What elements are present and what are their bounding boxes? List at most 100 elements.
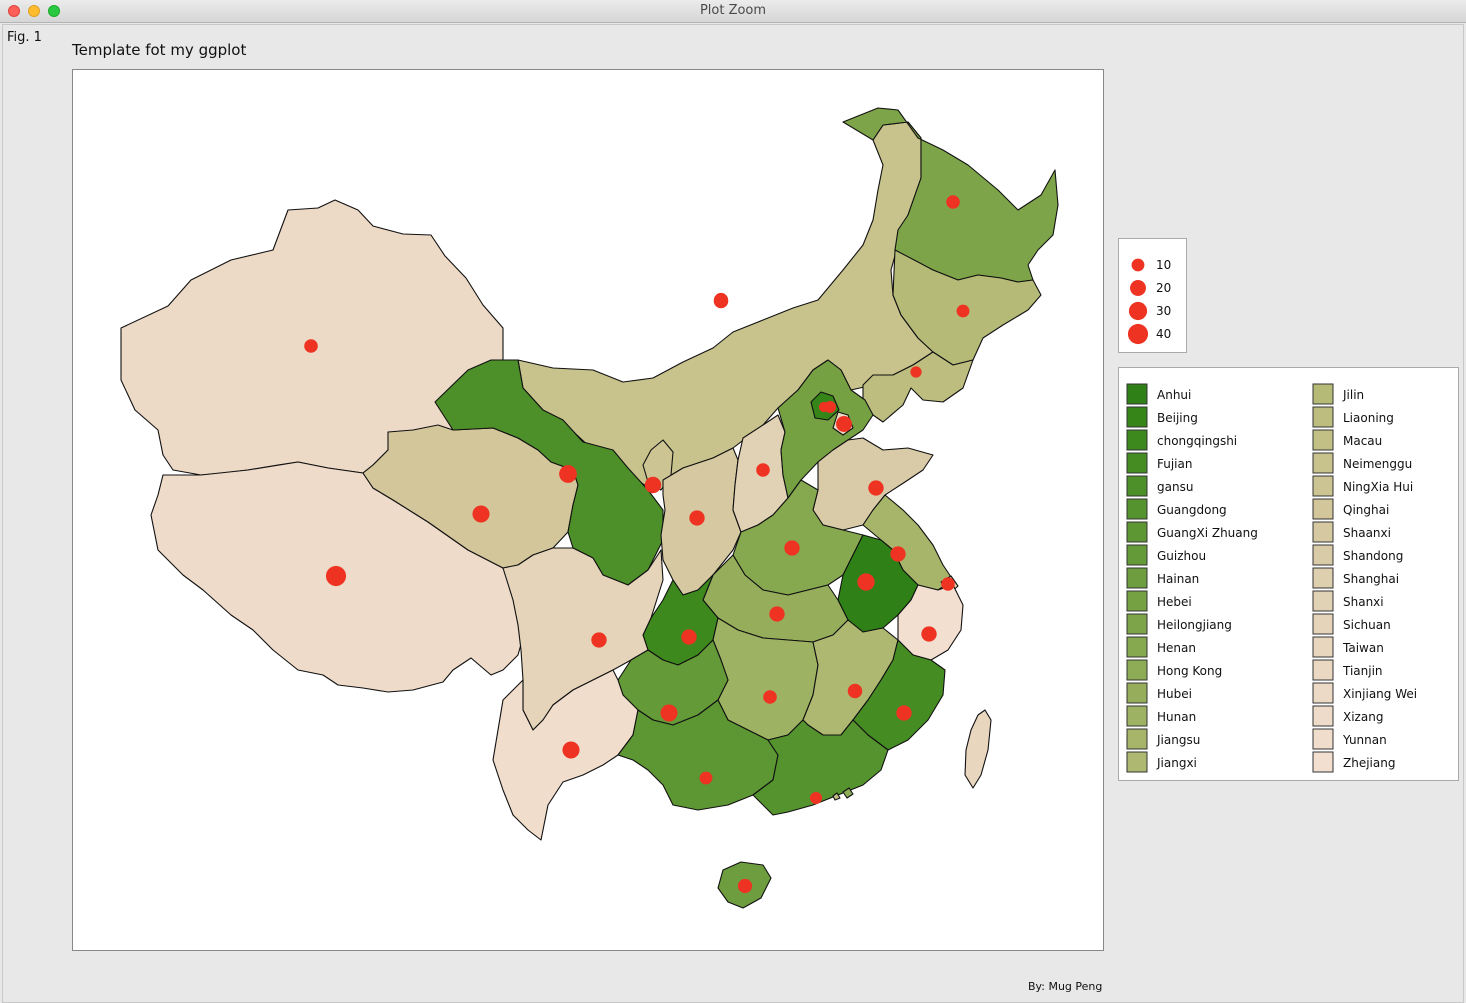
fill-legend-label-xizang: Xizang [1343,710,1383,724]
point-guangxi-zhuang [699,771,713,785]
fill-legend-key-guangxi-zhuang [1126,521,1148,543]
size-legend-key-30 [1128,301,1148,321]
province-taiwan [964,709,992,789]
fill-legend-key-guizhou [1126,544,1148,566]
point-zhejiang [921,626,937,642]
province-liaoning [862,351,974,423]
fill-legend-key-xinjiang-wei [1312,682,1334,704]
fill-legend-label-jiangsu: Jiangsu [1156,733,1200,747]
fill-legend-label-hunan: Hunan [1157,710,1196,724]
point-gansu [559,465,577,483]
fill-legend-key-shanghai [1312,567,1334,589]
size-legend-label-40: 40 [1156,327,1171,341]
fill-legend-label-hainan: Hainan [1157,572,1199,586]
fill-legend-key-hong-kong [1126,659,1148,681]
fill-legend-label-sichuan: Sichuan [1343,618,1391,632]
point-hunan [763,690,777,704]
province-layer [120,107,1059,909]
figure-tag: Fig. 1 [7,30,42,45]
point-guangdong [809,791,823,805]
size-legend-label-30: 30 [1156,304,1171,318]
fill-legend-label-shanxi: Shanxi [1343,595,1384,609]
fill-legend-label-chongqingshi: chongqingshi [1157,434,1237,448]
fill-legend-key-hubei [1126,682,1148,704]
size-legend-label-20: 20 [1156,281,1171,295]
fill-legend-key-heilongjiang [1126,613,1148,635]
fill-legend-key-tianjin [1312,659,1334,681]
fill-legend-key-guangdong [1126,498,1148,520]
fill-legend-key-macau [1312,429,1334,451]
fill-legend-label-macau: Macau [1343,434,1382,448]
fill-legend-key-taiwan [1312,636,1334,658]
point-shanxi [756,463,770,477]
fill-legend-key-shandong [1312,544,1334,566]
fill-legend-key-chongqingshi [1126,429,1148,451]
size-legend: 10 20 30 40 [1118,238,1187,353]
point-unlinked [713,292,729,308]
point-henan [784,540,800,556]
fill-legend-label-hong-kong: Hong Kong [1157,664,1222,678]
point-tianjin [836,416,852,432]
point-liaoning [910,366,922,378]
fill-legend-key-jiangsu [1126,728,1148,750]
fill-legend-label-guizhou: Guizhou [1157,549,1206,563]
fill-legend-key-zhejiang [1312,751,1334,773]
fill-legend-label-heilongjiang: Heilongjiang [1157,618,1232,632]
point-shanghai [941,577,955,591]
fill-legend-label-hubei: Hubei [1157,687,1192,701]
fill-legend-label-jilin: Jilin [1342,388,1364,402]
point-yunnan [562,741,580,759]
fill-legend-graphic: Anhui Beijing chongqingshi Fujian gansu Guang… [1126,383,1417,773]
point-layer [304,195,970,894]
province-guangdong [752,719,889,816]
minimize-button[interactable] [28,5,40,17]
fill-legend-label-yunnan: Yunnan [1342,733,1387,747]
province-macau [832,792,841,801]
fill-legend-label-guangdong: Guangdong [1157,503,1227,517]
fill-legend-label-xinjiang-wei: Xinjiang Wei [1343,687,1417,701]
point-beijing [818,401,830,413]
fill-legend-key-yunnan [1312,728,1334,750]
fill-legend-label-taiwan: Taiwan [1342,641,1384,655]
size-legend-key-20 [1130,280,1146,296]
fill-legend-label-shandong: Shandong [1343,549,1403,563]
fill-legend-label-gansu: gansu [1157,480,1193,494]
fill-legend-key-sichuan [1312,613,1334,635]
fill-legend-key-hainan [1126,567,1148,589]
fill-legend-key-jilin [1312,383,1334,405]
plot-caption: By: Mug Peng [1028,980,1103,993]
fill-legend-key-anhui [1126,383,1148,405]
fill-legend-key-shanxi [1312,590,1334,612]
fill-legend-key-fujian [1126,452,1148,474]
fill-legend-label-hebei: Hebei [1157,595,1192,609]
fill-legend-label-jiangxi: Jiangxi [1156,756,1197,770]
point-sichuan [591,632,607,648]
fill-legend-key-hunan [1126,705,1148,727]
fill-legend-key-ningxia-hui [1312,475,1334,497]
fill-legend-label-liaoning: Liaoning [1343,411,1394,425]
point-shandong [868,480,884,496]
point-hainan [737,878,753,894]
point-xinjiang-wei [304,339,318,353]
fill-legend-key-gansu [1126,475,1148,497]
map-panel [72,69,1104,951]
fill-legend: Anhui Beijing chongqingshi Fujian gansu Guang… [1118,367,1459,781]
point-fujian [896,705,912,721]
point-ningxia-hui [644,476,662,494]
fill-legend-label-shanghai: Shanghai [1343,572,1399,586]
size-legend-key-10 [1131,258,1145,272]
point-qinghai [472,505,490,523]
point-anhui [857,573,875,591]
fill-legend-label-zhejiang: Zhejiang [1343,756,1395,770]
zoom-button[interactable] [48,5,60,17]
point-heilongjiang [946,195,960,209]
fill-legend-key-neimenggu [1312,452,1334,474]
fill-legend-key-liaoning [1312,406,1334,428]
china-map [120,107,1059,909]
province-hong-kong [842,787,854,799]
close-button[interactable] [8,5,20,17]
point-xizang [325,565,347,587]
point-hubei [769,606,785,622]
fill-legend-label-anhui: Anhui [1157,388,1191,402]
point-jiangsu [890,546,906,562]
